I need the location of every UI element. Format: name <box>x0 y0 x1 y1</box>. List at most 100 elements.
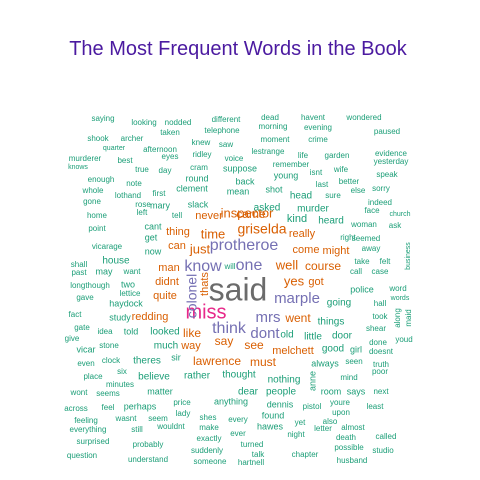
word-lettice: lettice <box>120 289 141 298</box>
word-vicarage: vicarage <box>92 242 123 251</box>
word-come: come <box>293 244 320 256</box>
word-point: point <box>88 224 106 233</box>
word-question: question <box>67 451 97 460</box>
word-death: death <box>336 433 356 442</box>
word-mrs: mrs <box>256 309 281 326</box>
word-whole: whole <box>82 186 104 195</box>
word-chapter: chapter <box>292 450 319 459</box>
word-room: room <box>321 386 342 396</box>
word-knew: knew <box>192 138 211 147</box>
word-rather: rather <box>184 371 211 382</box>
word-wife: wife <box>333 165 349 174</box>
word-seem: seem <box>148 414 168 423</box>
word-sorry: sorry <box>372 184 390 193</box>
word-know: know <box>184 258 222 275</box>
word-people: people <box>266 387 296 398</box>
word-gone: gone <box>83 197 101 206</box>
word-just: just <box>189 241 211 256</box>
word-heard: heard <box>318 216 344 227</box>
word-seemed: seemed <box>352 234 380 243</box>
word-came: came <box>236 207 266 221</box>
word-taken: taken <box>160 128 180 137</box>
word-asked: asked <box>254 203 281 214</box>
word-evidence: evidence <box>375 149 408 158</box>
word-matter: matter <box>147 386 173 396</box>
word-things: things <box>318 317 345 328</box>
word-turned: turned <box>241 440 264 449</box>
word-moment: moment <box>261 135 291 144</box>
word-suppose: suppose <box>223 163 257 173</box>
word-clement: clement <box>176 183 208 193</box>
word-poor: poor <box>372 367 388 376</box>
word-truth: truth <box>373 360 389 369</box>
word-man: man <box>158 262 179 274</box>
word-speak: speak <box>376 170 398 179</box>
word-well: well <box>275 257 299 272</box>
word-way: way <box>180 340 201 352</box>
word-youd: youd <box>395 335 412 344</box>
word-morning: morning <box>259 122 288 131</box>
word-hall: hall <box>374 299 387 308</box>
word-must: must <box>250 355 277 369</box>
word-study: study <box>109 312 131 322</box>
word-gate: gate <box>74 323 90 332</box>
word-else: else <box>351 186 366 195</box>
word-protheroe: protheroe <box>210 237 279 254</box>
word-got: got <box>308 276 323 288</box>
word-lothand: lothand <box>115 191 141 200</box>
word-going: going <box>327 298 351 309</box>
word-sure: sure <box>325 191 341 200</box>
word-eyes: eyes <box>162 152 179 161</box>
word-good: good <box>322 344 344 355</box>
word-least: least <box>367 402 385 411</box>
word-everything: everything <box>70 425 107 434</box>
word-make: make <box>199 423 219 432</box>
word-sir: sir <box>171 352 181 362</box>
word-say: say <box>215 334 234 348</box>
word-call: call <box>350 267 362 276</box>
word-yet: yet <box>295 418 306 427</box>
word-suddenly: suddenly <box>191 446 223 455</box>
word-better: better <box>339 177 360 186</box>
word-didnt: didnt <box>155 276 179 288</box>
word-still: still <box>131 425 143 434</box>
word-note: note <box>126 179 142 188</box>
word-may: may <box>95 266 113 276</box>
word-looked: looked <box>150 327 179 338</box>
word-one: one <box>236 257 263 274</box>
word-afternoon: afternoon <box>143 145 177 154</box>
word-miss: miss <box>185 301 226 323</box>
word-garden: garden <box>325 151 350 160</box>
word-really: really <box>289 228 316 240</box>
word-done: done <box>369 338 387 347</box>
word-rose: rose <box>135 200 151 209</box>
word-round: round <box>185 173 208 183</box>
word-old: old <box>280 330 293 341</box>
word-across: across <box>64 404 88 413</box>
word-enough: enough <box>88 175 115 184</box>
word-young: young <box>274 170 299 180</box>
word-perhaps: perhaps <box>124 401 157 411</box>
word-went: went <box>284 311 311 325</box>
word-understand: understand <box>128 455 168 464</box>
word-mind: mind <box>340 373 357 382</box>
word-left: left <box>137 208 148 217</box>
word-minutes: minutes <box>106 380 134 389</box>
word-see: see <box>244 338 264 352</box>
word-idea: idea <box>97 327 113 336</box>
word-lestrange: lestrange <box>252 147 285 156</box>
word-six: six <box>117 367 127 376</box>
word-want: want <box>123 267 142 276</box>
word-little: little <box>304 332 322 343</box>
word-yes: yes <box>284 273 305 288</box>
word-isnt: isnt <box>310 168 323 177</box>
word-door: door <box>332 331 353 342</box>
word-mean: mean <box>227 186 250 196</box>
word-price: price <box>173 398 191 407</box>
word-now: now <box>145 246 162 256</box>
word-every: every <box>228 415 248 424</box>
word-also: also <box>323 417 338 426</box>
word-pistol: pistol <box>303 402 322 411</box>
word-marple: marple <box>274 290 320 307</box>
word-police: police <box>350 284 374 294</box>
